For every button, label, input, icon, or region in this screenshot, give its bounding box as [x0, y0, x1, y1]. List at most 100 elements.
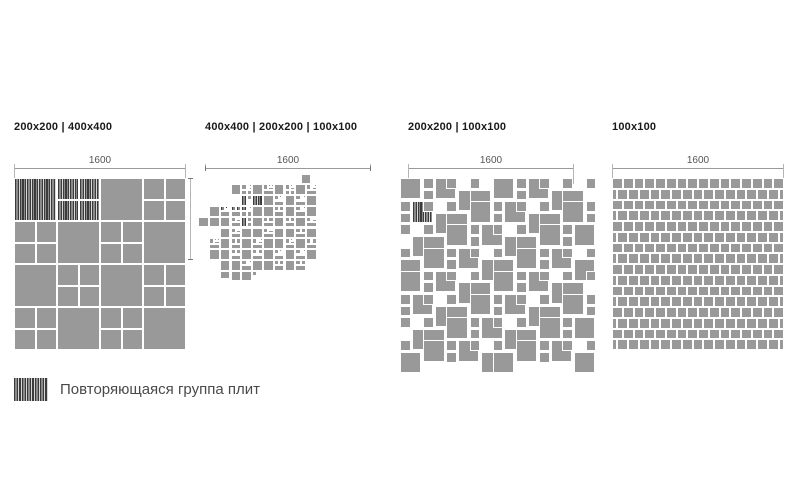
tile-100 — [773, 328, 784, 340]
tile-100 — [246, 259, 250, 263]
tile-100 — [730, 199, 741, 211]
tile-100 — [778, 210, 784, 221]
tile-100 — [562, 317, 574, 328]
tile-100 — [617, 253, 629, 264]
tile-100 — [539, 270, 550, 282]
tile-400 — [295, 232, 307, 239]
tile-100 — [638, 188, 650, 200]
tile-200 — [235, 230, 242, 233]
tile-100 — [562, 328, 574, 340]
tile-100 — [446, 201, 458, 212]
tile-100 — [423, 224, 434, 236]
tile-100 — [660, 231, 672, 243]
tile-100 — [698, 264, 709, 275]
dimension-label-4: 1600 — [686, 155, 710, 166]
tile-100 — [516, 294, 527, 305]
tile-200 — [241, 184, 247, 190]
tile-100 — [660, 188, 672, 200]
tile-100 — [617, 296, 629, 307]
tile-100 — [562, 270, 574, 282]
tile-400 — [57, 221, 100, 264]
tile-100 — [708, 242, 720, 254]
tile-200 — [492, 352, 515, 374]
dimension-line — [408, 168, 574, 169]
tile-100 — [660, 253, 672, 264]
tile-100 — [735, 253, 747, 264]
tile-400 — [208, 205, 220, 217]
tile-200 — [246, 262, 253, 266]
tile-400 — [219, 270, 231, 279]
tile-100 — [644, 328, 655, 340]
tile-100 — [311, 216, 315, 220]
tile-200 — [295, 227, 301, 233]
tile-100 — [698, 242, 709, 254]
vertical-dimension — [188, 178, 193, 260]
tile-400 — [284, 259, 296, 271]
tile-100 — [400, 247, 411, 259]
tile-100 — [225, 205, 228, 209]
tile-100 — [492, 317, 504, 328]
tile-100 — [767, 253, 779, 264]
tile-400 — [284, 222, 296, 228]
tile-100 — [676, 199, 688, 211]
tile-100 — [423, 294, 434, 305]
tile-100 — [633, 221, 645, 232]
tile-200 — [446, 317, 468, 339]
tile-100 — [676, 242, 688, 254]
tile-200 — [235, 249, 242, 255]
tile-100 — [767, 210, 779, 221]
tile-400 — [252, 254, 263, 260]
tile-100 — [692, 231, 704, 243]
tile-400 — [143, 307, 186, 350]
panel-title-4: 100x100 — [612, 121, 657, 133]
tile-400 — [219, 211, 231, 217]
dimension-3: 1600 — [408, 155, 574, 184]
tile-200 — [14, 242, 36, 264]
tile-100 — [730, 221, 741, 232]
tile-100 — [628, 274, 639, 286]
tile-200 — [143, 264, 165, 286]
tile-100 — [649, 339, 661, 350]
tile-200 — [100, 328, 122, 350]
tile-100 — [612, 188, 618, 200]
tile-400 — [262, 232, 274, 239]
dimension-line — [612, 168, 784, 169]
tile-100 — [676, 307, 688, 318]
tile-100 — [735, 317, 747, 329]
tile-200 — [235, 219, 242, 223]
tile-200 — [57, 285, 79, 307]
tile-100 — [778, 317, 784, 329]
tile-100 — [767, 339, 779, 350]
tile-400 — [241, 249, 253, 260]
tile-400 — [295, 184, 307, 196]
tile-200 — [257, 249, 263, 255]
tile-100 — [638, 231, 650, 243]
tile-400 — [252, 184, 263, 196]
panel-title-2: 400x400 | 200x200 | 100x100 — [205, 121, 358, 133]
tile-100 — [585, 294, 597, 305]
tile-400 — [284, 249, 296, 260]
tile-100 — [741, 307, 752, 318]
dimension-line — [14, 168, 186, 169]
dimension-extension — [612, 164, 613, 184]
tile-200 — [57, 199, 79, 221]
tile-100 — [612, 253, 618, 264]
tile-100 — [751, 178, 763, 189]
tile-100 — [698, 178, 709, 189]
tile-100 — [516, 189, 527, 201]
tile-100 — [660, 210, 672, 221]
tile-100 — [741, 264, 752, 275]
tile-100 — [235, 227, 239, 231]
tile-200 — [246, 216, 253, 223]
tile-200 — [100, 242, 122, 264]
tile-200 — [246, 222, 253, 228]
tile-200 — [78, 199, 100, 221]
tile-200 — [14, 221, 36, 243]
tile-200 — [230, 238, 236, 244]
tile-100 — [628, 317, 639, 329]
tile-100 — [446, 270, 458, 282]
tile-200 — [121, 242, 143, 264]
tile-100 — [692, 253, 704, 264]
tile-200 — [241, 195, 247, 206]
tile-100 — [681, 339, 693, 350]
